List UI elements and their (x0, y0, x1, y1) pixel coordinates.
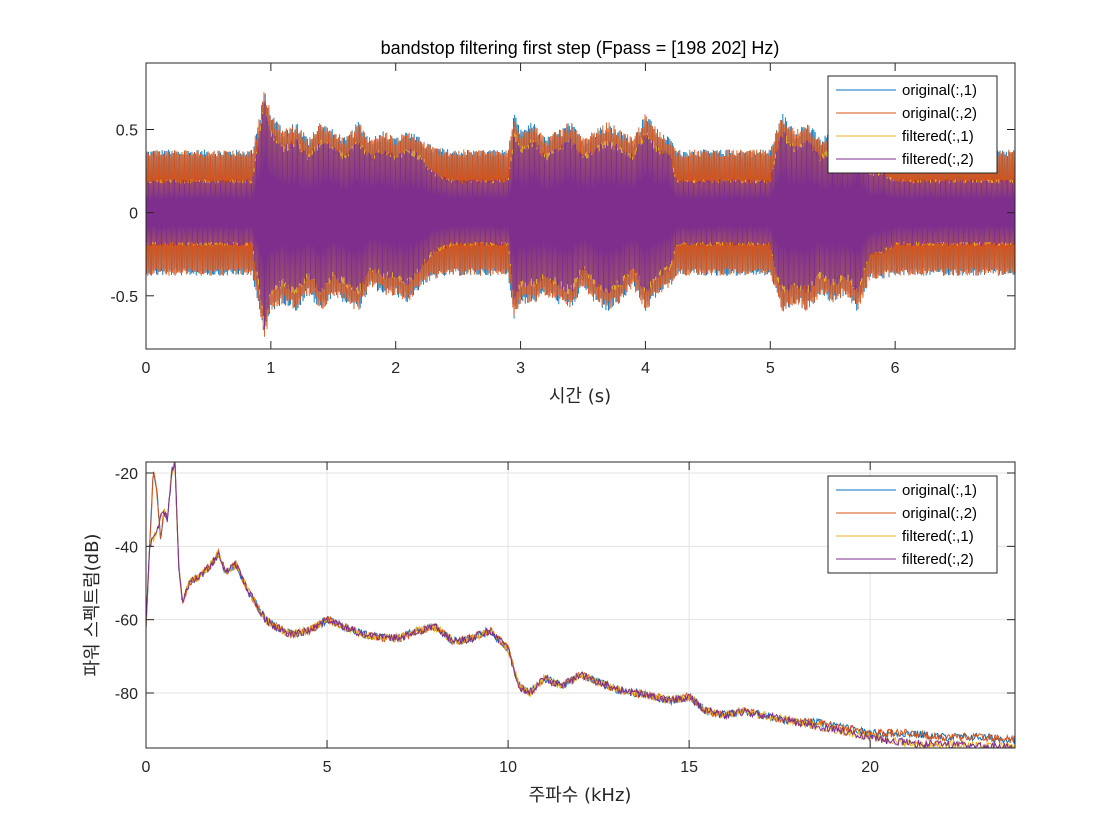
chart-power-spectrum: 0 5 10 15 20 -80 -60 -40 -20 주파수 (kHz) 파워 스펙트럼(d… (82, 461, 1016, 806)
x-tick-label: 10 (499, 759, 517, 776)
x-tick-label: 5 (766, 360, 775, 377)
axes-box-top (145, 62, 1016, 350)
chart-time-domain: 0 1 2 3 4 5 6 -0.5 0 0.5 bandstop filtering first… (110, 38, 1016, 407)
y-tick-label: 0.5 (116, 123, 138, 140)
x-tick-label: 20 (861, 759, 879, 776)
axes-box-bottom (145, 461, 1016, 749)
y-tick-label: 0 (129, 206, 138, 223)
y-tick-label: -40 (115, 539, 138, 556)
x-tick-label: 4 (641, 360, 650, 377)
x-tick-label: 3 (516, 360, 525, 377)
legend-label-original-2: original(:,2) (902, 105, 977, 122)
ticks-top: 0 1 2 3 4 5 6 -0.5 0 0.5 (110, 63, 1015, 377)
x-tick-label: 15 (680, 759, 698, 776)
series-line-original-2 (146, 462, 1015, 743)
y-tick-label: -60 (115, 613, 138, 630)
series-line-filtered-1 (146, 462, 1015, 748)
legend-box-top (827, 75, 998, 174)
y-tick-label: -80 (115, 686, 138, 703)
legend-label-filtered-1: filtered(:,1) (902, 128, 974, 145)
legend-label-original-2-b: original(:,2) (902, 505, 977, 522)
legend-top: original(:,1) original(:,2) filtered(:,1… (827, 75, 998, 174)
marks-bottom (146, 462, 1015, 748)
legend-label-filtered-2-b: filtered(:,2) (902, 551, 974, 568)
legend-label-filtered-1-b: filtered(:,1) (902, 528, 974, 545)
series-line-filtered-2 (146, 100, 1015, 329)
legend-bottom: original(:,1) original(:,2) filtered(:,1… (827, 475, 998, 574)
x-tick-label: 0 (142, 360, 151, 377)
x-tick-label: 5 (323, 759, 332, 776)
legend-box-bottom (827, 475, 998, 574)
x-axis-label-top: 시간 (s) (549, 386, 611, 407)
series-line-filtered-2 (146, 462, 1014, 748)
x-tick-label: 6 (891, 360, 900, 377)
y-axis-label-bottom: 파워 스펙트럼(dB) (82, 534, 103, 677)
legend-label-filtered-2: filtered(:,2) (902, 151, 974, 168)
chart-title-top: bandstop filtering first step (Fpass = [… (381, 38, 780, 58)
y-tick-label: -20 (115, 466, 138, 483)
legend-label-original-1: original(:,1) (902, 82, 977, 99)
legend-label-original-1-b: original(:,1) (902, 482, 977, 499)
y-tick-label: -0.5 (110, 289, 138, 306)
ticks-bottom: 0 5 10 15 20 -80 -60 -40 -20 (115, 462, 1015, 776)
x-axis-label-bottom: 주파수 (kHz) (529, 785, 632, 806)
x-tick-label: 2 (391, 360, 400, 377)
x-tick-label: 0 (142, 759, 151, 776)
marks-top (146, 92, 1015, 337)
x-tick-label: 1 (266, 360, 275, 377)
